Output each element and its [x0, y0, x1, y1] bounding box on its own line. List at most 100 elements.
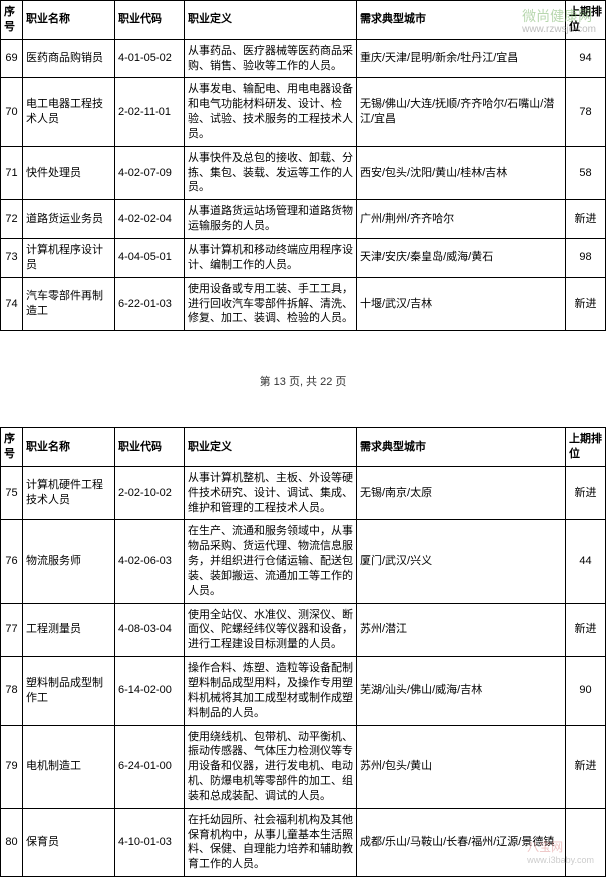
code-cell: 6-22-01-03 [115, 277, 185, 331]
rank-cell: 新进 [566, 725, 606, 808]
city-cell: 厦门/武汉/兴义 [357, 520, 566, 603]
city-cell: 苏州/潜江 [357, 603, 566, 657]
name-cell: 汽车零部件再制造工 [23, 277, 115, 331]
def-cell: 从事道路货运站场管理和道路货物运输服务的人员。 [185, 200, 357, 239]
name-cell: 物流服务师 [23, 520, 115, 603]
city-cell: 无锡/南京/太原 [357, 466, 566, 520]
col-name: 职业名称 [23, 1, 115, 40]
col-rank: 上期排位 [566, 1, 606, 40]
seq-cell: 71 [1, 146, 23, 200]
table-row: 78塑料制品成型制作工6-14-02-00操作合料、炼塑、造粒等设备配制塑料制品… [1, 657, 606, 725]
table-row: 75计算机硬件工程技术人员2-02-10-02从事计算机整机、主板、外设等硬件技… [1, 466, 606, 520]
table-row: 79电机制造工6-24-01-00使用绕线机、包带机、动平衡机、振动传感器、气体… [1, 725, 606, 808]
code-cell: 4-01-05-02 [115, 39, 185, 78]
code-cell: 4-02-02-04 [115, 200, 185, 239]
col-seq: 序号 [1, 1, 23, 40]
seq-cell: 74 [1, 277, 23, 331]
rank-cell: 44 [566, 520, 606, 603]
rank-cell: 78 [566, 78, 606, 146]
seq-cell: 75 [1, 466, 23, 520]
def-cell: 使用设备或专用工装、手工工具，进行回收汽车零部件拆解、清洗、修复、加工、装调、检… [185, 277, 357, 331]
occupations-table-top: 序号 职业名称 职业代码 职业定义 需求典型城市 上期排位 69医药商品购销员4… [0, 0, 606, 331]
city-cell: 西安/包头/沈阳/黄山/桂林/吉林 [357, 146, 566, 200]
col-seq: 序号 [1, 428, 23, 467]
rank-cell: 新进 [566, 277, 606, 331]
rank-cell: 新进 [566, 603, 606, 657]
seq-cell: 69 [1, 39, 23, 78]
table-row: 71快件处理员4-02-07-09从事快件及总包的接收、卸载、分拣、集包、装载、… [1, 146, 606, 200]
col-def: 职业定义 [185, 428, 357, 467]
city-cell: 十堰/武汉/吉林 [357, 277, 566, 331]
name-cell: 计算机硬件工程技术人员 [23, 466, 115, 520]
city-cell: 重庆/天津/昆明/新余/牡丹江/宜昌 [357, 39, 566, 78]
code-cell: 4-10-01-03 [115, 808, 185, 876]
seq-cell: 73 [1, 238, 23, 277]
col-city: 需求典型城市 [357, 1, 566, 40]
name-cell: 道路货运业务员 [23, 200, 115, 239]
table-row: 80保育员4-10-01-03在托幼园所、社会福利机构及其他保育机构中，从事儿童… [1, 808, 606, 876]
rank-cell: 90 [566, 657, 606, 725]
name-cell: 医药商品购销员 [23, 39, 115, 78]
seq-cell: 77 [1, 603, 23, 657]
seq-cell: 70 [1, 78, 23, 146]
table-row: 73计算机程序设计员4-04-05-01从事计算机和移动终端应用程序设计、编制工… [1, 238, 606, 277]
def-cell: 在托幼园所、社会福利机构及其他保育机构中，从事儿童基本生活照料、保健、自理能力培… [185, 808, 357, 876]
seq-cell: 72 [1, 200, 23, 239]
def-cell: 使用绕线机、包带机、动平衡机、振动传感器、气体压力检测仪等专用设备和仪器，进行发… [185, 725, 357, 808]
rank-cell: 94 [566, 39, 606, 78]
table-row: 72道路货运业务员4-02-02-04从事道路货运站场管理和道路货物运输服务的人… [1, 200, 606, 239]
code-cell: 4-08-03-04 [115, 603, 185, 657]
seq-cell: 76 [1, 520, 23, 603]
seq-cell: 79 [1, 725, 23, 808]
name-cell: 电工电器工程技术人员 [23, 78, 115, 146]
name-cell: 塑料制品成型制作工 [23, 657, 115, 725]
page-number: 第 13 页, 共 22 页 [0, 331, 606, 427]
code-cell: 4-02-06-03 [115, 520, 185, 603]
name-cell: 快件处理员 [23, 146, 115, 200]
code-cell: 2-02-10-02 [115, 466, 185, 520]
occupations-table-bottom: 序号 职业名称 职业代码 职业定义 需求典型城市 上期排位 75计算机硬件工程技… [0, 427, 606, 877]
rank-cell [566, 808, 606, 876]
code-cell: 6-14-02-00 [115, 657, 185, 725]
col-rank: 上期排位 [566, 428, 606, 467]
seq-cell: 80 [1, 808, 23, 876]
rank-cell: 新进 [566, 200, 606, 239]
city-cell: 成都/乐山/马鞍山/长春/福州/辽源/景德镇 [357, 808, 566, 876]
code-cell: 4-02-07-09 [115, 146, 185, 200]
city-cell: 广州/荆州/齐齐哈尔 [357, 200, 566, 239]
name-cell: 工程测量员 [23, 603, 115, 657]
rank-cell: 新进 [566, 466, 606, 520]
col-city: 需求典型城市 [357, 428, 566, 467]
def-cell: 使用全站仪、水准仪、测深仪、断面仪、陀螺经纬仪等仪器和设备，进行工程建设目标测量… [185, 603, 357, 657]
def-cell: 从事药品、医疗器械等医药商品采购、销售、验收等工作的人员。 [185, 39, 357, 78]
table-header-row: 序号 职业名称 职业代码 职业定义 需求典型城市 上期排位 [1, 1, 606, 40]
def-cell: 从事快件及总包的接收、卸载、分拣、集包、装载、发运等工作的人员。 [185, 146, 357, 200]
def-cell: 操作合料、炼塑、造粒等设备配制塑料制品成型用料，及操作专用塑料机械将其加工成型材… [185, 657, 357, 725]
name-cell: 计算机程序设计员 [23, 238, 115, 277]
col-def: 职业定义 [185, 1, 357, 40]
code-cell: 6-24-01-00 [115, 725, 185, 808]
city-cell: 天津/安庆/秦皇岛/威海/黄石 [357, 238, 566, 277]
col-code: 职业代码 [115, 428, 185, 467]
table-row: 74汽车零部件再制造工6-22-01-03使用设备或专用工装、手工工具，进行回收… [1, 277, 606, 331]
table-row: 76物流服务师4-02-06-03在生产、流通和服务领域中，从事物品采购、货运代… [1, 520, 606, 603]
table-row: 77工程测量员4-08-03-04使用全站仪、水准仪、测深仪、断面仪、陀螺经纬仪… [1, 603, 606, 657]
rank-cell: 98 [566, 238, 606, 277]
city-cell: 无锡/佛山/大连/抚顺/齐齐哈尔/石嘴山/潜江/宜昌 [357, 78, 566, 146]
city-cell: 苏州/包头/黄山 [357, 725, 566, 808]
code-cell: 4-04-05-01 [115, 238, 185, 277]
city-cell: 芜湖/汕头/佛山/威海/吉林 [357, 657, 566, 725]
table-header-row: 序号 职业名称 职业代码 职业定义 需求典型城市 上期排位 [1, 428, 606, 467]
def-cell: 从事计算机和移动终端应用程序设计、编制工作的人员。 [185, 238, 357, 277]
table-row: 70电工电器工程技术人员2-02-11-01从事发电、输配电、用电电器设备和电气… [1, 78, 606, 146]
code-cell: 2-02-11-01 [115, 78, 185, 146]
def-cell: 在生产、流通和服务领域中，从事物品采购、货运代理、物流信息服务，并组织进行仓储运… [185, 520, 357, 603]
def-cell: 从事计算机整机、主板、外设等硬件技术研究、设计、调试、集成、维护和管理的工程技术… [185, 466, 357, 520]
col-code: 职业代码 [115, 1, 185, 40]
col-name: 职业名称 [23, 428, 115, 467]
seq-cell: 78 [1, 657, 23, 725]
def-cell: 从事发电、输配电、用电电器设备和电气功能材料研发、设计、检验、试验、技术服务的工… [185, 78, 357, 146]
name-cell: 保育员 [23, 808, 115, 876]
name-cell: 电机制造工 [23, 725, 115, 808]
rank-cell: 58 [566, 146, 606, 200]
